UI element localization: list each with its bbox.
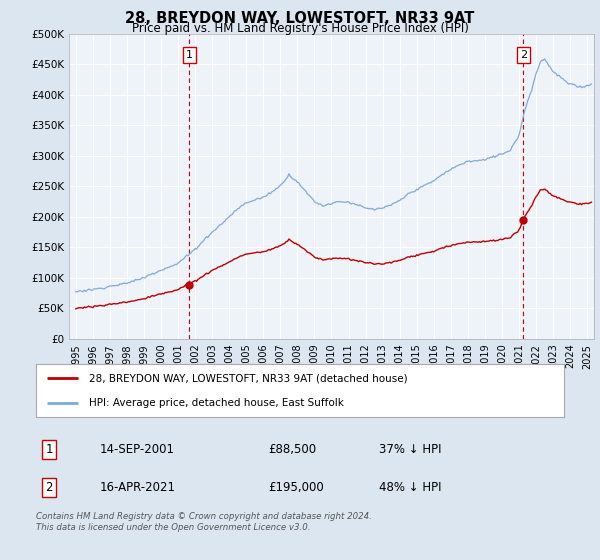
Text: 48% ↓ HPI: 48% ↓ HPI	[379, 481, 442, 494]
Text: £195,000: £195,000	[268, 481, 324, 494]
Text: 28, BREYDON WAY, LOWESTOFT, NR33 9AT (detached house): 28, BREYDON WAY, LOWESTOFT, NR33 9AT (de…	[89, 374, 407, 384]
Text: 28, BREYDON WAY, LOWESTOFT, NR33 9AT: 28, BREYDON WAY, LOWESTOFT, NR33 9AT	[125, 11, 475, 26]
Text: 2: 2	[520, 50, 527, 60]
Text: 1: 1	[46, 443, 53, 456]
Text: 1: 1	[186, 50, 193, 60]
Text: £88,500: £88,500	[268, 443, 316, 456]
Text: Contains HM Land Registry data © Crown copyright and database right 2024.
This d: Contains HM Land Registry data © Crown c…	[36, 512, 372, 532]
Text: HPI: Average price, detached house, East Suffolk: HPI: Average price, detached house, East…	[89, 398, 344, 408]
Text: 37% ↓ HPI: 37% ↓ HPI	[379, 443, 442, 456]
Text: 14-SEP-2001: 14-SEP-2001	[100, 443, 175, 456]
Text: Price paid vs. HM Land Registry's House Price Index (HPI): Price paid vs. HM Land Registry's House …	[131, 22, 469, 35]
Text: 16-APR-2021: 16-APR-2021	[100, 481, 175, 494]
Text: 2: 2	[46, 481, 53, 494]
